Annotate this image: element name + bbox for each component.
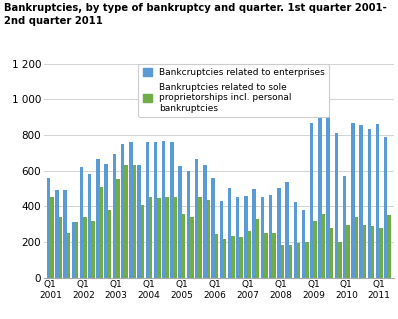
Bar xyxy=(244,196,248,278)
Bar xyxy=(269,195,272,278)
Bar xyxy=(314,221,317,278)
Bar xyxy=(326,100,330,278)
Bar xyxy=(133,165,136,278)
Bar xyxy=(277,189,281,278)
Bar xyxy=(207,200,210,278)
Bar xyxy=(88,174,92,278)
Bar xyxy=(322,214,325,278)
Bar xyxy=(256,219,259,278)
Bar xyxy=(376,124,379,278)
Bar xyxy=(281,245,284,278)
Bar xyxy=(302,210,305,278)
Bar xyxy=(149,197,152,278)
Bar xyxy=(355,217,358,278)
Bar xyxy=(285,182,289,278)
Bar xyxy=(387,215,391,278)
Bar xyxy=(297,243,300,278)
Bar xyxy=(116,179,119,278)
Bar xyxy=(108,210,111,278)
Bar xyxy=(371,226,375,278)
Bar xyxy=(129,142,133,278)
Bar xyxy=(367,129,371,278)
Bar xyxy=(220,201,223,278)
Bar xyxy=(318,83,322,278)
Bar xyxy=(363,225,366,278)
Bar xyxy=(272,233,276,278)
Bar xyxy=(264,233,267,278)
Bar xyxy=(231,236,235,278)
Bar xyxy=(55,190,59,278)
Bar xyxy=(335,133,338,278)
Bar xyxy=(305,242,309,278)
Bar xyxy=(195,159,198,278)
Bar xyxy=(162,141,166,278)
Bar xyxy=(343,176,346,278)
Bar xyxy=(346,225,350,278)
Bar xyxy=(228,189,231,278)
Bar xyxy=(351,122,355,278)
Bar xyxy=(203,165,207,278)
Bar xyxy=(100,187,103,278)
Legend: Bankcruptcies related to enterprises, Bankruptcies related to sole
proprietorshi: Bankcruptcies related to enterprises, Ba… xyxy=(139,64,330,117)
Bar xyxy=(137,165,141,278)
Text: Bankruptcies, by type of bankruptcy and quarter. 1st quarter 2001-
2nd quarter 2: Bankruptcies, by type of bankruptcy and … xyxy=(4,3,387,26)
Bar xyxy=(113,154,116,278)
Bar xyxy=(236,197,240,278)
Bar xyxy=(154,142,157,278)
Bar xyxy=(178,166,182,278)
Bar xyxy=(59,217,62,278)
Bar xyxy=(104,164,108,278)
Bar xyxy=(83,217,87,278)
Bar xyxy=(174,197,177,278)
Bar xyxy=(261,197,264,278)
Bar xyxy=(47,178,51,278)
Bar xyxy=(146,142,149,278)
Bar xyxy=(289,245,292,278)
Bar xyxy=(92,221,95,278)
Bar xyxy=(157,198,161,278)
Bar xyxy=(51,197,54,278)
Bar xyxy=(80,167,83,278)
Bar xyxy=(379,228,382,278)
Bar xyxy=(359,125,363,278)
Bar xyxy=(240,237,243,278)
Bar xyxy=(75,222,78,278)
Bar xyxy=(330,228,334,278)
Bar xyxy=(166,197,169,278)
Bar xyxy=(198,197,202,278)
Bar xyxy=(294,202,297,278)
Bar xyxy=(215,234,218,278)
Bar xyxy=(384,137,387,278)
Bar xyxy=(121,144,124,278)
Bar xyxy=(223,239,226,278)
Bar xyxy=(211,178,215,278)
Bar xyxy=(67,233,70,278)
Bar xyxy=(96,159,100,278)
Bar xyxy=(63,190,67,278)
Bar xyxy=(124,165,128,278)
Bar xyxy=(187,171,190,278)
Bar xyxy=(190,217,193,278)
Bar xyxy=(170,142,174,278)
Bar xyxy=(252,189,256,278)
Bar xyxy=(338,242,341,278)
Bar xyxy=(72,222,75,278)
Bar xyxy=(182,214,185,278)
Bar xyxy=(248,231,251,278)
Bar xyxy=(141,204,144,278)
Bar xyxy=(310,122,314,278)
